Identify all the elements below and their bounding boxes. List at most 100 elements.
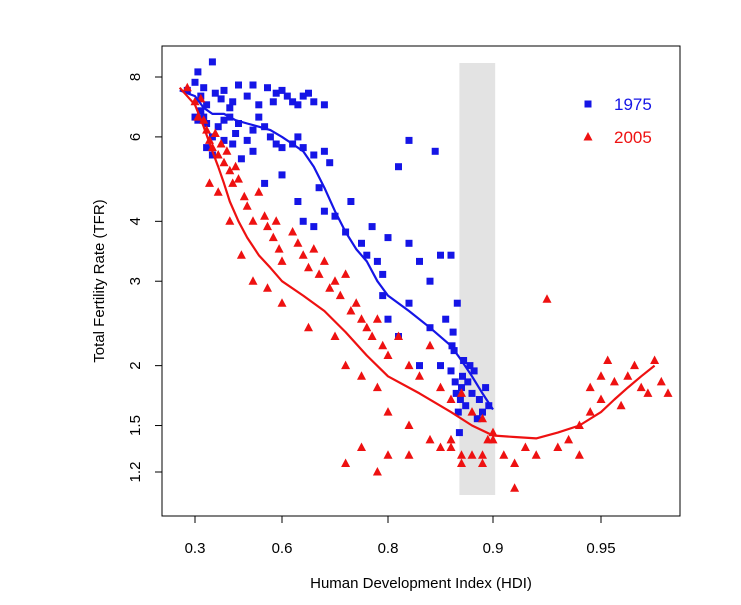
point-2005 <box>335 290 345 300</box>
point-1975 <box>217 95 225 103</box>
point-2005 <box>630 360 639 370</box>
point-1975 <box>211 89 219 97</box>
axes-layer: 0.3 0.6 0.8 0.9 0.95 1.2 1.5 2 3 4 6 8 <box>127 73 616 557</box>
point-1975 <box>261 179 269 187</box>
point-2005 <box>346 306 356 315</box>
point-2005 <box>304 322 313 332</box>
point-1975 <box>326 159 334 167</box>
point-1975 <box>470 367 478 375</box>
point-1975 <box>479 408 486 416</box>
point-2005 <box>499 450 509 459</box>
point-1975 <box>379 270 387 278</box>
point-2005 <box>383 407 393 416</box>
point-1975 <box>395 163 402 171</box>
point-2005 <box>467 407 477 416</box>
point-2005 <box>415 371 424 380</box>
point-1975 <box>426 277 434 285</box>
point-2005 <box>596 371 606 380</box>
point-1975 <box>294 198 302 205</box>
point-2005 <box>182 82 192 92</box>
point-1975 <box>447 251 455 259</box>
point-2005 <box>293 238 303 247</box>
point-2005 <box>478 413 487 423</box>
point-2005 <box>436 442 445 451</box>
point-2005 <box>585 382 595 392</box>
point-2005 <box>656 376 666 386</box>
y-tick-label: 4 <box>127 217 144 225</box>
point-1975 <box>203 144 211 152</box>
point-1975 <box>220 136 228 144</box>
point-1975 <box>437 251 444 259</box>
point-1975 <box>278 86 286 94</box>
point-2005 <box>330 331 340 340</box>
point-2005 <box>383 350 393 359</box>
data-points-layer <box>182 58 673 492</box>
point-1975 <box>299 144 307 152</box>
point-2005 <box>277 256 287 265</box>
point-2005 <box>304 262 313 272</box>
point-2005 <box>330 276 340 285</box>
point-1975 <box>320 147 328 155</box>
point-2005 <box>225 216 235 225</box>
point-2005 <box>553 442 563 451</box>
point-2005 <box>219 157 229 167</box>
point-2005 <box>520 442 530 451</box>
point-1975 <box>208 151 216 159</box>
point-1975 <box>200 84 208 92</box>
point-1975 <box>320 101 328 109</box>
point-1975 <box>226 104 234 112</box>
point-2005 <box>205 178 214 187</box>
x-tick-label: 0.95 <box>586 540 615 557</box>
point-2005 <box>239 191 249 201</box>
point-2005 <box>357 371 366 380</box>
point-2005 <box>404 420 414 429</box>
point-1975 <box>416 257 423 265</box>
point-2005 <box>404 360 414 370</box>
point-1975 <box>449 328 457 336</box>
point-1975 <box>310 223 318 231</box>
point-2005 <box>457 450 466 459</box>
trend-lines-layer <box>178 86 656 440</box>
point-2005 <box>210 128 220 137</box>
point-1975 <box>243 136 251 144</box>
point-1975 <box>384 234 392 242</box>
x-tick-label: 0.3 <box>185 540 206 557</box>
point-2005 <box>531 450 541 459</box>
point-1975 <box>235 81 242 89</box>
point-2005 <box>288 227 298 236</box>
point-2005 <box>510 458 520 467</box>
point-1975 <box>379 292 387 300</box>
y-axis-title: Total Fertility Rate (TFR) <box>91 199 108 362</box>
point-2005 <box>367 331 377 340</box>
point-1975 <box>310 98 318 106</box>
point-1975 <box>278 171 286 179</box>
point-2005 <box>574 450 584 459</box>
point-1975 <box>473 415 481 423</box>
point-1975 <box>431 147 439 155</box>
x-tick-label: 0.6 <box>272 540 293 557</box>
point-1975 <box>320 207 328 215</box>
trend-line-2005 <box>178 86 656 440</box>
point-2005 <box>362 322 372 332</box>
point-2005 <box>603 355 613 364</box>
point-1975 <box>235 120 242 127</box>
point-2005 <box>254 187 264 196</box>
point-2005 <box>425 434 435 444</box>
point-2005 <box>351 298 361 307</box>
point-1975 <box>458 384 465 392</box>
point-2005 <box>314 269 324 278</box>
point-2005 <box>357 314 366 323</box>
y-tick-label: 8 <box>127 73 144 81</box>
point-2005 <box>650 355 660 364</box>
point-2005 <box>378 340 388 350</box>
point-2005 <box>216 139 226 148</box>
x-axis-title: Human Development Index (HDI) <box>310 575 532 592</box>
point-1975 <box>384 315 392 323</box>
point-2005 <box>372 382 382 392</box>
point-2005 <box>341 458 351 467</box>
point-1975 <box>255 101 263 109</box>
point-2005 <box>260 211 270 220</box>
y-tick-label: 6 <box>127 133 144 141</box>
